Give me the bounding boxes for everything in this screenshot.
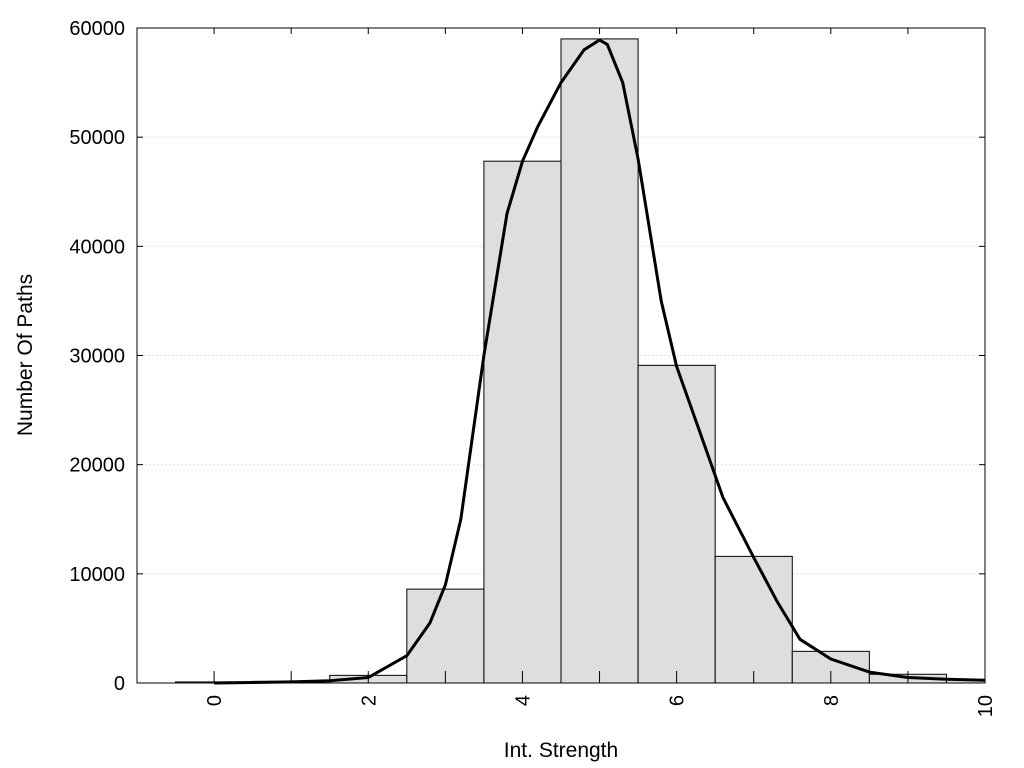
x-axis: 0 2 4 6 8 10 [204, 28, 997, 717]
x-tick-label: 4 [512, 695, 534, 706]
histogram-bar [483, 160, 562, 684]
y-tick-label: 0 [114, 673, 125, 695]
y-axis-title: Number Of Paths [14, 274, 37, 436]
histogram-bar [637, 364, 716, 684]
x-tick-label: 0 [204, 695, 226, 706]
x-axis-title: Int. Strength [504, 739, 618, 762]
histogram-bar [560, 38, 639, 684]
distribution-curve [214, 38, 986, 685]
x-tick-label: 8 [821, 695, 843, 706]
y-tick-label: 40000 [69, 236, 125, 258]
x-tick-label: 2 [358, 695, 380, 706]
histogram-bar [406, 588, 485, 684]
histogram-bar [714, 555, 793, 684]
fit-curve [214, 38, 986, 685]
y-tick-label: 50000 [69, 127, 125, 149]
y-tick-label: 20000 [69, 455, 125, 477]
x-tick-label: 6 [667, 695, 689, 706]
x-tick-label: 10 [975, 695, 997, 717]
y-axis: 0 10000 20000 30000 40000 50000 60000 [69, 18, 985, 695]
y-tick-label: 10000 [69, 564, 125, 586]
y-tick-label: 30000 [69, 346, 125, 368]
bars [175, 38, 986, 684]
y-tick-label: 60000 [69, 18, 125, 40]
